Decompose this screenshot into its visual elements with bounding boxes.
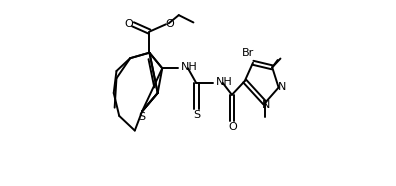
Text: S: S	[194, 110, 201, 120]
Text: Br: Br	[242, 48, 255, 58]
Text: S: S	[139, 112, 146, 122]
Text: N: N	[262, 100, 270, 110]
Text: O: O	[228, 122, 237, 132]
Text: O: O	[125, 19, 133, 29]
Text: NH: NH	[215, 77, 232, 87]
Text: O: O	[166, 19, 174, 29]
Text: NH: NH	[181, 62, 197, 72]
Text: N: N	[278, 82, 286, 92]
